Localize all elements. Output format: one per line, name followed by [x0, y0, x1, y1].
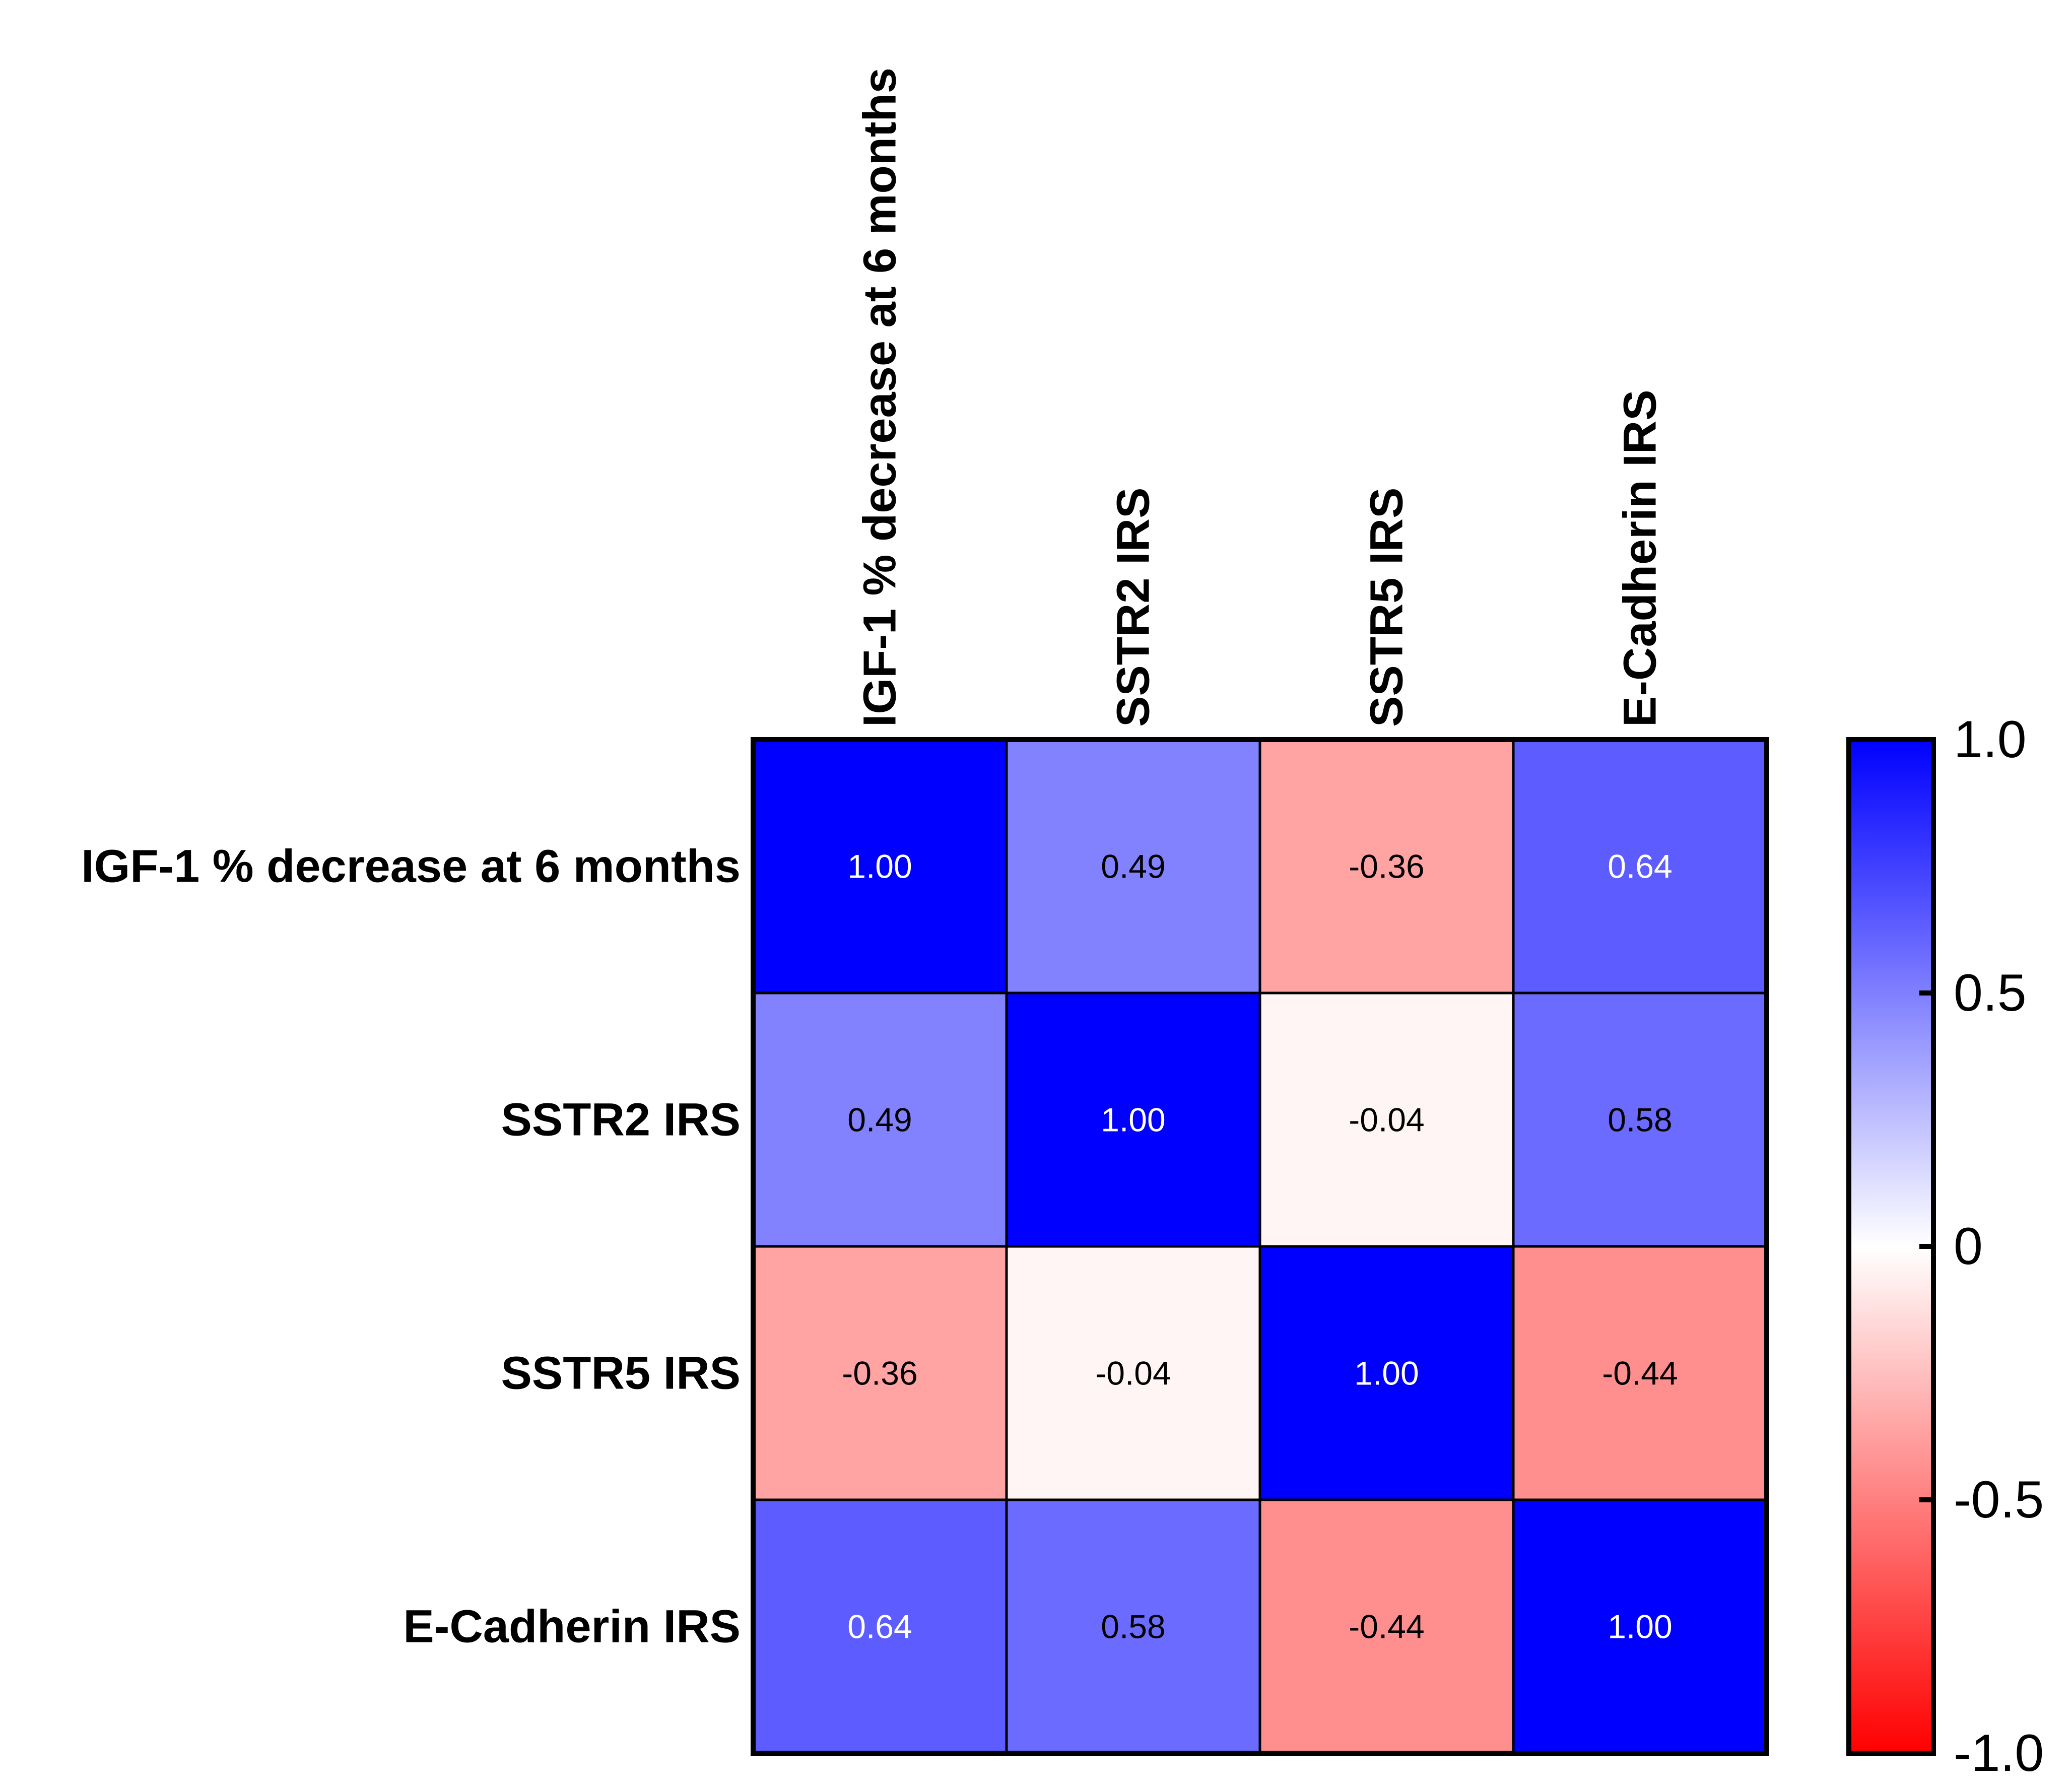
heatmap-cell	[1513, 740, 1767, 993]
heatmap-cell-value: -0.04	[1095, 1355, 1171, 1392]
heatmap-cell-value: 0.49	[847, 1101, 912, 1139]
colorbar-tick-label: 1.0	[1954, 710, 2027, 769]
column-label: IGF-1 % decrease at 6 months	[854, 68, 906, 727]
heatmap-cell-value: 1.00	[1101, 1101, 1165, 1139]
heatmap-cell-value: 0.49	[1101, 848, 1165, 885]
heatmap-cell-value: 1.00	[1354, 1355, 1419, 1392]
heatmap-cell	[1260, 1246, 1513, 1500]
heatmap-cell-value: -0.04	[1349, 1101, 1424, 1139]
heatmap-cell-value: -0.36	[842, 1355, 917, 1392]
row-label: E-Cadherin IRS	[403, 1601, 741, 1652]
heatmap-grid-lines	[753, 740, 1767, 1753]
heatmap-cells	[753, 740, 1767, 1753]
row-label: SSTR5 IRS	[501, 1348, 741, 1399]
colorbar-ticks: 1.0 0.5 0 -0.5 -1.0	[1919, 710, 2044, 1782]
heatmap-cell	[753, 993, 1007, 1246]
heatmap-cell-value: -0.44	[1602, 1355, 1678, 1392]
heatmap-cell	[753, 1500, 1007, 1753]
heatmap-cell-value: -0.36	[1349, 848, 1424, 885]
heatmap-cell	[1513, 1246, 1767, 1500]
colorbar-tick-label: -0.5	[1954, 1471, 2044, 1529]
heatmap-cell-value: 0.58	[1101, 1608, 1165, 1645]
column-label: SSTR2 IRS	[1108, 488, 1159, 727]
heatmap-cell-labels: 1.00 0.49 -0.36 0.64 0.49 1.00 -0.04 0.58 -0.36 -…	[842, 848, 1678, 1645]
heatmap-frame	[751, 737, 1769, 1756]
heatmap-cell-value: 0.58	[1608, 1101, 1672, 1139]
heatmap-cell	[1260, 1500, 1513, 1753]
heatmap-cell	[1513, 993, 1767, 1246]
heatmap-cell	[1007, 1246, 1260, 1500]
heatmap-cell-value: 1.00	[1608, 1608, 1672, 1645]
colorbar-tick-label: -1.0	[1954, 1724, 2044, 1782]
heatmap-cell	[1007, 993, 1260, 1246]
heatmap-cell	[1007, 740, 1260, 993]
heatmap-cell	[1260, 740, 1513, 993]
colorbar-tick-label: 0.5	[1954, 964, 2027, 1022]
heatmap-cell	[753, 740, 1007, 993]
heatmap-cell	[753, 1246, 1007, 1500]
colorbar-tick-label: 0	[1954, 1217, 1983, 1276]
heatmap-cell-value: 0.64	[1608, 848, 1672, 885]
heatmap-cell-value: -0.44	[1349, 1608, 1424, 1645]
column-label: E-Cadherin IRS	[1615, 389, 1666, 727]
row-label: SSTR2 IRS	[501, 1094, 741, 1146]
column-label: SSTR5 IRS	[1361, 488, 1413, 727]
row-label: IGF-1 % decrease at 6 months	[81, 841, 741, 892]
heatmap-cell-value: 1.00	[847, 848, 912, 885]
heatmap-cell	[1513, 1500, 1767, 1753]
heatmap-cell	[1260, 993, 1513, 1246]
heatmap-cell-value: 0.64	[847, 1608, 912, 1645]
column-labels: IGF-1 % decrease at 6 months SSTR2 IRS SST…	[854, 68, 1666, 727]
heatmap-cell	[1007, 1500, 1260, 1753]
row-labels: IGF-1 % decrease at 6 months SSTR2 IRS SST…	[81, 841, 741, 1652]
